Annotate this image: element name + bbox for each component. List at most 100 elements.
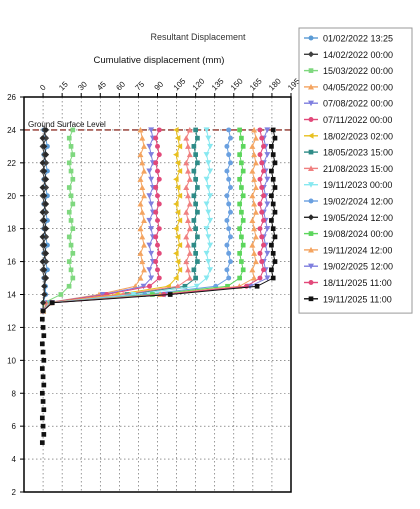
legend-entry-label: 19/11/2023 00:00 — [323, 180, 392, 190]
data-marker — [237, 152, 242, 157]
data-marker — [174, 233, 181, 240]
data-marker — [203, 250, 210, 257]
data-marker — [269, 193, 274, 199]
data-marker — [239, 259, 244, 264]
data-marker — [269, 267, 274, 273]
data-marker — [39, 440, 45, 445]
data-marker — [176, 242, 183, 249]
data-marker — [224, 193, 230, 199]
data-marker — [137, 225, 144, 232]
series-group-lower — [39, 316, 47, 445]
data-marker — [137, 176, 144, 182]
data-marker — [239, 234, 244, 240]
series-group — [40, 127, 214, 314]
data-marker — [272, 259, 278, 264]
data-marker — [270, 176, 276, 182]
data-marker — [41, 283, 48, 290]
data-marker — [68, 144, 74, 149]
series-group — [40, 126, 183, 314]
x-tick-label: 135 — [210, 76, 226, 92]
data-marker — [146, 242, 153, 249]
data-marker — [49, 300, 55, 306]
data-marker — [153, 135, 159, 141]
data-marker — [251, 250, 258, 256]
data-marker — [226, 275, 232, 281]
data-marker — [43, 126, 50, 133]
data-marker — [66, 209, 72, 215]
data-marker — [41, 407, 47, 413]
data-marker — [193, 283, 200, 290]
data-marker — [39, 209, 46, 216]
data-marker — [308, 198, 314, 204]
data-marker — [240, 267, 246, 273]
legend-entry-label: 07/08/2022 00:00 — [323, 99, 393, 109]
data-marker — [153, 234, 159, 240]
data-marker — [173, 200, 179, 207]
data-marker — [225, 283, 230, 289]
data-marker — [259, 209, 265, 215]
data-marker — [141, 168, 148, 174]
data-marker — [44, 242, 50, 248]
data-marker — [41, 357, 47, 363]
data-marker — [264, 176, 271, 183]
data-marker — [239, 160, 244, 166]
data-marker — [186, 250, 193, 256]
data-marker — [261, 242, 267, 248]
data-marker — [239, 185, 244, 190]
data-marker — [239, 209, 244, 215]
x-axis-label: Cumulative displacement (mm) — [94, 55, 225, 66]
data-marker — [224, 242, 230, 248]
x-tick-label: 180 — [267, 76, 283, 92]
data-marker — [207, 143, 214, 150]
data-marker — [207, 242, 214, 249]
data-marker — [203, 275, 210, 282]
data-marker — [174, 184, 181, 191]
chart-title: Resultant Displacement — [150, 32, 246, 42]
data-marker — [70, 176, 76, 182]
data-marker — [224, 143, 230, 149]
data-marker — [185, 242, 192, 248]
legend-entry-label: 19/11/2025 11:00 — [323, 294, 392, 304]
data-marker — [191, 267, 197, 273]
data-marker — [193, 275, 198, 281]
data-marker — [264, 201, 271, 207]
series-line — [42, 129, 145, 312]
data-marker — [43, 258, 50, 265]
data-marker — [124, 292, 130, 297]
data-marker — [252, 209, 259, 215]
data-marker — [240, 144, 246, 149]
data-marker — [270, 152, 276, 157]
data-marker — [237, 226, 242, 232]
data-marker — [43, 135, 50, 142]
data-marker — [264, 226, 271, 232]
data-marker — [240, 218, 246, 223]
data-marker — [153, 259, 159, 265]
data-marker — [176, 217, 183, 224]
data-marker — [146, 217, 153, 224]
data-marker — [173, 151, 179, 158]
data-marker — [195, 135, 200, 141]
data-marker — [257, 275, 263, 281]
data-marker — [155, 193, 160, 199]
data-marker — [207, 217, 214, 224]
data-marker — [259, 135, 265, 141]
legend-entry-label: 18/02/2023 02:00 — [323, 131, 393, 141]
data-marker — [240, 168, 246, 174]
data-marker — [270, 226, 276, 232]
data-marker — [146, 143, 153, 150]
data-marker — [41, 266, 48, 273]
data-marker — [193, 251, 198, 256]
data-marker — [39, 135, 46, 142]
data-marker — [269, 144, 274, 149]
data-marker — [240, 242, 246, 248]
series-line — [42, 129, 211, 312]
data-marker — [257, 127, 263, 133]
data-marker — [139, 159, 146, 166]
data-marker — [174, 209, 181, 216]
x-tick-label: 165 — [248, 76, 264, 92]
data-marker — [207, 168, 214, 175]
data-marker — [186, 151, 193, 158]
data-marker — [272, 185, 278, 190]
data-marker — [156, 226, 162, 232]
data-marker — [40, 374, 46, 380]
